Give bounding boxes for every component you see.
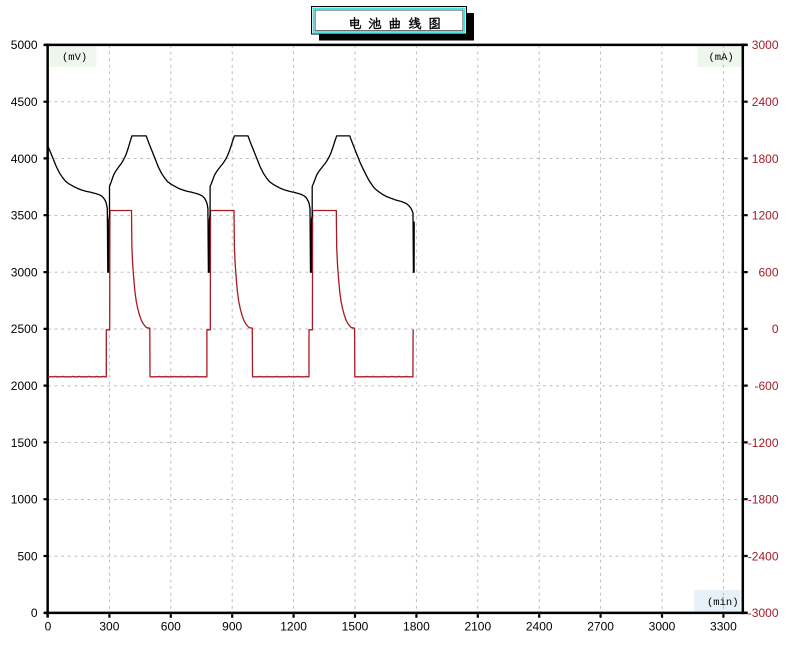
- svg-text:(mA): (mA): [709, 52, 734, 64]
- svg-text:600: 600: [758, 265, 778, 279]
- svg-text:2500: 2500: [11, 322, 38, 336]
- svg-text:3000: 3000: [752, 38, 779, 52]
- svg-text:1800: 1800: [403, 620, 430, 634]
- svg-text:(mV): (mV): [62, 52, 87, 64]
- svg-text:600: 600: [161, 620, 181, 634]
- svg-text:2400: 2400: [752, 95, 779, 109]
- svg-text:-3000: -3000: [748, 606, 779, 620]
- svg-text:-1200: -1200: [748, 436, 779, 450]
- svg-text:5000: 5000: [11, 38, 38, 52]
- svg-text:500: 500: [17, 549, 37, 563]
- svg-text:1200: 1200: [752, 209, 779, 223]
- svg-text:0: 0: [45, 620, 52, 634]
- svg-text:2700: 2700: [587, 620, 614, 634]
- svg-text:2000: 2000: [11, 379, 38, 393]
- svg-text:1000: 1000: [11, 493, 38, 507]
- svg-text:2400: 2400: [526, 620, 553, 634]
- svg-text:3000: 3000: [11, 265, 38, 279]
- svg-text:1800: 1800: [752, 152, 779, 166]
- svg-text:-2400: -2400: [748, 549, 779, 563]
- svg-text:4000: 4000: [11, 152, 38, 166]
- svg-text:3000: 3000: [649, 620, 676, 634]
- svg-text:4500: 4500: [11, 95, 38, 109]
- svg-text:1500: 1500: [11, 436, 38, 450]
- svg-text:3300: 3300: [710, 620, 737, 634]
- svg-text:(min): (min): [707, 597, 739, 609]
- svg-text:300: 300: [99, 620, 119, 634]
- svg-text:1500: 1500: [342, 620, 369, 634]
- svg-text:3500: 3500: [11, 209, 38, 223]
- svg-text:0: 0: [31, 606, 38, 620]
- svg-text:-1800: -1800: [748, 493, 779, 507]
- svg-text:0: 0: [772, 322, 779, 336]
- svg-text:2100: 2100: [464, 620, 491, 634]
- svg-text:1200: 1200: [280, 620, 307, 634]
- svg-text:-600: -600: [754, 379, 778, 393]
- svg-text:900: 900: [222, 620, 242, 634]
